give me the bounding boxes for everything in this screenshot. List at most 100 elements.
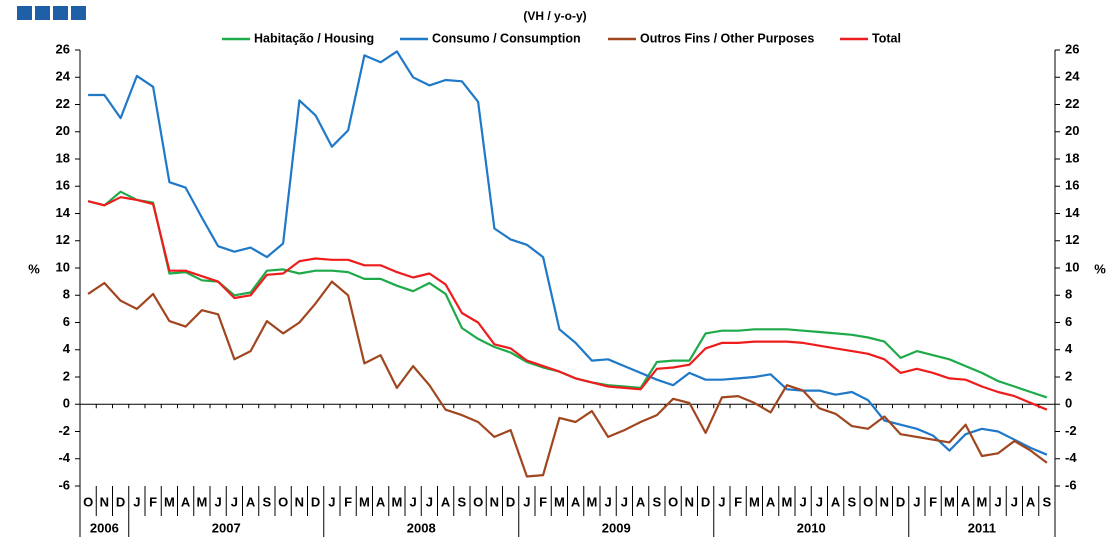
y2-tick-label: 14 bbox=[1065, 205, 1080, 220]
x-tick-label: J bbox=[426, 494, 433, 509]
x-tick-label: M bbox=[359, 494, 370, 509]
y-tick-label: 10 bbox=[56, 259, 70, 274]
year-label: 2006 bbox=[90, 520, 119, 535]
y-tick-label: -4 bbox=[58, 450, 70, 465]
x-tick-label: J bbox=[621, 494, 628, 509]
series-line bbox=[87, 280, 1048, 478]
x-tick-label: M bbox=[164, 494, 175, 509]
x-tick-label: J bbox=[800, 494, 807, 509]
y-tick-label: -6 bbox=[58, 477, 70, 492]
x-tick-label: N bbox=[880, 494, 889, 509]
y-tick-label: 2 bbox=[63, 368, 70, 383]
x-tick-label: J bbox=[718, 494, 725, 509]
x-tick-label: D bbox=[701, 494, 710, 509]
x-tick-label: O bbox=[83, 494, 93, 509]
x-tick-label: F bbox=[149, 494, 157, 509]
x-tick-label: N bbox=[685, 494, 694, 509]
y-tick-label: 0 bbox=[63, 396, 70, 411]
x-tick-label: N bbox=[295, 494, 304, 509]
year-label: 2008 bbox=[407, 520, 436, 535]
y2-tick-label: 16 bbox=[1065, 178, 1079, 193]
x-tick-label: M bbox=[196, 494, 207, 509]
x-tick-label: O bbox=[668, 494, 678, 509]
y-tick-label: 16 bbox=[56, 178, 70, 193]
legend-label: Outros Fins / Other Purposes bbox=[640, 31, 814, 45]
y-tick-label: 14 bbox=[56, 205, 71, 220]
x-tick-label: S bbox=[263, 494, 272, 509]
x-tick-label: J bbox=[995, 494, 1002, 509]
y2-tick-label: 24 bbox=[1065, 69, 1080, 84]
x-tick-label: J bbox=[133, 494, 140, 509]
x-tick-label: F bbox=[539, 494, 547, 509]
x-tick-label: A bbox=[636, 494, 646, 509]
y2-tick-label: -6 bbox=[1065, 477, 1077, 492]
legend-label: Consumo / Consumption bbox=[432, 31, 581, 45]
x-tick-label: J bbox=[523, 494, 530, 509]
y2-tick-label: 6 bbox=[1065, 314, 1072, 329]
x-tick-label: D bbox=[311, 494, 320, 509]
x-tick-label: F bbox=[344, 494, 352, 509]
x-tick-label: D bbox=[896, 494, 905, 509]
y2-axis-label: % bbox=[1094, 261, 1106, 276]
x-tick-label: O bbox=[473, 494, 483, 509]
x-tick-label: J bbox=[410, 494, 417, 509]
x-tick-label: J bbox=[231, 494, 238, 509]
x-tick-label: J bbox=[816, 494, 823, 509]
y2-tick-label: 2 bbox=[1065, 368, 1072, 383]
series-line bbox=[88, 50, 1048, 456]
series-line bbox=[87, 196, 1048, 411]
y-tick-label: -2 bbox=[58, 423, 70, 438]
x-tick-label: A bbox=[961, 494, 971, 509]
x-tick-label: J bbox=[1011, 494, 1018, 509]
y-tick-label: 20 bbox=[56, 123, 70, 138]
x-tick-label: A bbox=[571, 494, 581, 509]
x-tick-label: M bbox=[749, 494, 760, 509]
year-label: 2011 bbox=[968, 520, 996, 535]
x-tick-label: N bbox=[100, 494, 109, 509]
y2-tick-label: 4 bbox=[1065, 341, 1073, 356]
x-tick-label: J bbox=[328, 494, 335, 509]
x-tick-label: J bbox=[605, 494, 612, 509]
y2-tick-label: 22 bbox=[1065, 96, 1079, 111]
x-tick-label: M bbox=[554, 494, 565, 509]
x-tick-label: A bbox=[376, 494, 386, 509]
year-label: 2007 bbox=[212, 520, 241, 535]
x-tick-label: M bbox=[944, 494, 955, 509]
y2-tick-label: 12 bbox=[1065, 232, 1079, 247]
x-tick-label: J bbox=[913, 494, 920, 509]
x-tick-label: A bbox=[246, 494, 256, 509]
y-tick-label: 6 bbox=[63, 314, 70, 329]
x-tick-label: F bbox=[734, 494, 742, 509]
x-tick-label: J bbox=[215, 494, 222, 509]
x-tick-label: A bbox=[181, 494, 191, 509]
x-tick-label: A bbox=[1026, 494, 1036, 509]
x-tick-label: D bbox=[116, 494, 125, 509]
logo-block bbox=[71, 6, 86, 20]
x-tick-label: F bbox=[929, 494, 937, 509]
chart-subtitle: (VH / y-o-y) bbox=[523, 9, 586, 23]
year-label: 2010 bbox=[797, 520, 826, 535]
legend-label: Habitação / Housing bbox=[254, 31, 374, 45]
y-tick-label: 22 bbox=[56, 96, 70, 111]
y2-tick-label: 20 bbox=[1065, 123, 1079, 138]
x-tick-label: O bbox=[278, 494, 288, 509]
y-tick-label: 8 bbox=[63, 287, 70, 302]
y-axis-label: % bbox=[28, 261, 40, 276]
y2-tick-label: -4 bbox=[1065, 450, 1077, 465]
x-tick-label: S bbox=[458, 494, 467, 509]
y2-tick-label: 0 bbox=[1065, 396, 1072, 411]
legend-label: Total bbox=[872, 31, 901, 45]
logo-block bbox=[35, 6, 50, 20]
y2-tick-label: 26 bbox=[1065, 41, 1079, 56]
x-tick-label: D bbox=[506, 494, 515, 509]
y2-tick-label: 10 bbox=[1065, 259, 1079, 274]
y-tick-label: 4 bbox=[63, 341, 71, 356]
x-tick-label: N bbox=[490, 494, 499, 509]
x-tick-label: S bbox=[848, 494, 857, 509]
logo-block bbox=[53, 6, 68, 20]
y-tick-label: 24 bbox=[56, 69, 71, 84]
y-tick-label: 26 bbox=[56, 41, 70, 56]
logo bbox=[17, 6, 86, 20]
x-tick-label: S bbox=[1043, 494, 1052, 509]
